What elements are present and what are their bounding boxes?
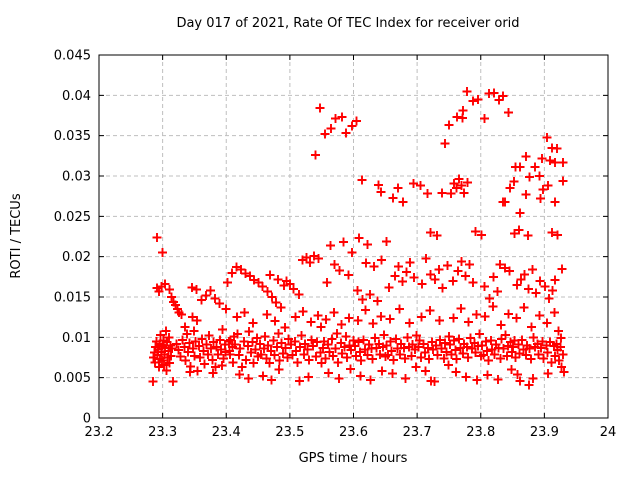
plot-border xyxy=(98,54,609,419)
y-tick-label: 0.01 xyxy=(62,331,91,346)
x-tick-label: 23.6 xyxy=(339,425,368,440)
y-tick-label: 0.035 xyxy=(54,129,91,144)
x-tick-label: 23.3 xyxy=(148,425,177,440)
gridlines xyxy=(99,55,608,418)
tick-labels: 23.2 23.3 23.4 23.5 23.6 23.7 23.8 23.9 24 0 0.005… xyxy=(54,49,616,441)
y-tick-label: 0.03 xyxy=(62,170,91,185)
chart-title: Day 017 of 2021, Rate Of TEC Index for r… xyxy=(176,16,519,31)
x-tick-label: 23.5 xyxy=(275,425,304,440)
y-tick-label: 0.015 xyxy=(54,291,91,306)
y-tick-label: 0.025 xyxy=(54,210,91,225)
x-tick-label: 23.8 xyxy=(466,425,495,440)
x-tick-label: 23.4 xyxy=(212,425,241,440)
x-tick-label: 23.7 xyxy=(403,425,432,440)
x-axis-label: GPS time / hours xyxy=(299,451,408,466)
y-tick-label: 0.045 xyxy=(54,49,91,64)
y-tick-label: 0 xyxy=(83,412,91,427)
y-tick-label: 0.005 xyxy=(54,371,91,386)
x-tick-label: 23.2 xyxy=(85,425,114,440)
y-tick-label: 0.04 xyxy=(62,89,91,104)
y-axis-label: ROTI / TECUs xyxy=(9,193,24,278)
scatter-markers xyxy=(148,87,569,390)
y-tick-label: 0.02 xyxy=(62,250,91,265)
x-tick-label: 24 xyxy=(600,425,617,440)
data-points xyxy=(148,87,569,390)
x-tick-label: 23.9 xyxy=(530,425,559,440)
